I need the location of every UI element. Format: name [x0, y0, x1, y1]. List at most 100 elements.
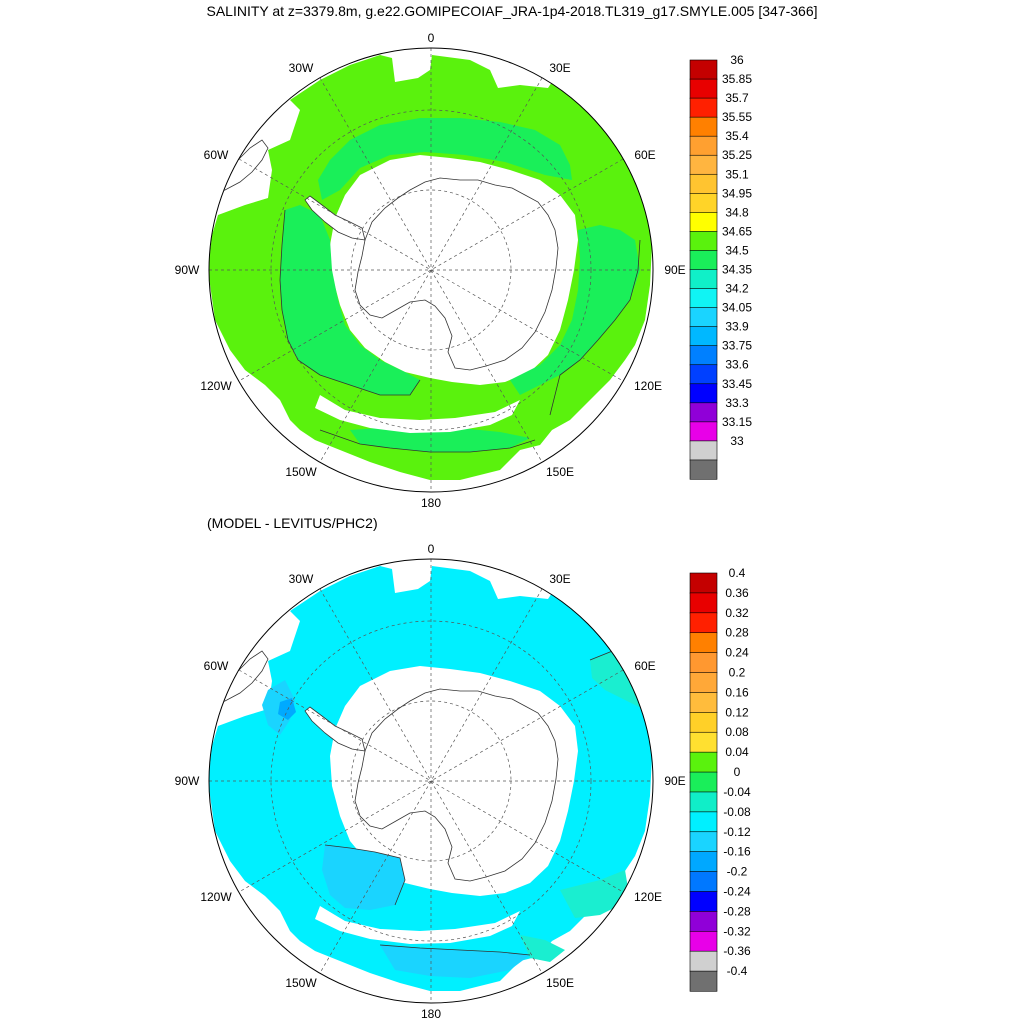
colorbar-bottom-label: -0.08 [723, 805, 751, 819]
colorbar-top-swatch [689, 326, 718, 347]
zero-contour-line [324, 844, 406, 906]
colorbar-bottom-swatch [689, 612, 718, 634]
colorbar-bottom-swatch [689, 751, 718, 773]
salinity-field-alt-region [280, 118, 640, 452]
colorbar-bottom-label: 0.24 [725, 646, 749, 660]
colorbar-bottom-swatch [689, 930, 718, 952]
contour-line-south [319, 429, 536, 453]
colorbar-bottom-swatch [689, 970, 718, 992]
colorbar-bottom-label: 0.28 [725, 626, 749, 640]
colorbar-top-swatch [689, 383, 718, 404]
difference-field-neg-region [278, 698, 296, 720]
colorbar-bottom-swatch [689, 592, 718, 614]
colorbar-bottom-swatch [689, 572, 718, 594]
colorbar-top-swatch [689, 345, 718, 366]
colorbar-top-label: 34.5 [725, 243, 749, 257]
lon-label-150e-bottom: 150E [546, 976, 574, 990]
colorbar-top-label: 35.55 [722, 110, 752, 124]
colorbar-top-swatch [689, 193, 718, 213]
lon-label-90w: 90W [175, 263, 200, 277]
lon-label-30e: 30E [549, 61, 570, 75]
colorbar-bottom-swatch [689, 851, 718, 873]
colorbar-bottom-swatch [689, 712, 718, 733]
antarctic-peninsula-bottom [304, 706, 366, 752]
ice-shelf-region-bottom [315, 906, 520, 944]
colorbar-top-label: 33.3 [725, 396, 749, 410]
colorbar-bottom-swatch [689, 652, 718, 674]
lon-label-0-bottom: 0 [428, 542, 435, 556]
colorbar-bottom-label: 0.16 [725, 685, 749, 699]
colorbar-top-label: 35.25 [722, 148, 752, 162]
lon-label-150w: 150W [285, 465, 317, 479]
colorbar-bottom-swatch [689, 831, 718, 853]
contour-line [279, 209, 421, 396]
colorbar-top-label: 33.75 [722, 339, 752, 353]
salinity-map: 0 30W 30E 60W 60E 90W 90E 120W 120E 150W… [175, 31, 686, 510]
colorbar-top-label: 34.8 [725, 205, 749, 219]
map-border [208, 47, 654, 493]
ice-shelf-region [315, 395, 520, 433]
graticule-bottom [209, 559, 653, 1003]
colorbar-top-label: 33.15 [722, 415, 752, 429]
lon-label-0: 0 [428, 31, 435, 45]
colorbar-bottom-swatch [689, 672, 718, 694]
lon-label-60w-bottom: 60W [204, 659, 229, 673]
lon-label-150w-bottom: 150W [285, 976, 317, 990]
colorbar-top-swatch [689, 307, 718, 328]
colorbar-top-swatch [689, 78, 718, 99]
colorbar-bottom-label: -0.32 [723, 924, 751, 938]
colorbar-bottom-swatch [689, 911, 718, 932]
colorbar-bottom-swatch [689, 632, 718, 654]
colorbar-bottom-label: -0.12 [723, 825, 751, 839]
colorbar-top-swatch [689, 116, 718, 137]
zero-contour-line-south [379, 944, 531, 956]
colorbar-bottom-label: 0 [734, 765, 741, 779]
lon-label-60e-bottom: 60E [634, 659, 655, 673]
colorbar-bottom-swatch [689, 791, 718, 813]
colorbar-bottom-swatch [689, 692, 718, 713]
colorbar-top-swatch [689, 364, 718, 385]
colorbar-top-swatch [689, 212, 718, 233]
lon-label-120w: 120W [200, 379, 232, 393]
lon-label-60w: 60W [204, 148, 229, 162]
lon-label-30e-bottom: 30E [549, 572, 570, 586]
colorbar-top-swatch [689, 250, 718, 271]
colorbar-top-label: 34.05 [722, 301, 752, 315]
lon-label-120e: 120E [634, 379, 662, 393]
colorbar-bottom-label: -0.28 [723, 904, 751, 918]
colorbar-bottom-swatch [689, 811, 718, 833]
lon-label-120e-bottom: 120E [634, 890, 662, 904]
difference-subtitle: (MODEL - LEVITUS/PHC2) [207, 515, 378, 531]
colorbar-top-swatch [689, 421, 718, 442]
lon-label-30w-bottom: 30W [289, 572, 314, 586]
colorbar-top-label: 35.7 [725, 91, 749, 105]
colorbar-bottom-swatch [689, 731, 718, 753]
colorbar-top-label: 33.9 [725, 320, 749, 334]
graticule [209, 48, 653, 492]
lon-label-90w-bottom: 90W [175, 774, 200, 788]
colorbar-bottom-swatch [689, 871, 718, 893]
colorbar-bottom-label: 0.08 [725, 725, 749, 739]
colorbar-top-label: 34.2 [725, 282, 749, 296]
lon-label-150e: 150E [546, 465, 574, 479]
colorbar-bottom-label: -0.16 [723, 845, 751, 859]
map-border-bottom [208, 558, 654, 1004]
colorbar-top-label: 35.4 [725, 129, 749, 143]
colorbar-top-label: 33 [730, 434, 744, 448]
colorbar-difference: 0.4 0.36 0.32 0.28 0.24 0.2 0.16 0.12 0.08 0.04 0 -… [689, 566, 751, 992]
colorbar-bottom-label: -0.04 [723, 785, 751, 799]
colorbar-bottom-label: 0.12 [725, 705, 749, 719]
difference-map: 0 30W 30E 60W 60E 90W 90E 120W 120E 150W… [175, 542, 686, 1021]
antarctic-peninsula [304, 195, 366, 241]
colorbar-top-swatch [689, 231, 718, 252]
colorbar-top-label: 34.65 [722, 224, 752, 238]
difference-field-pos-region [520, 650, 648, 962]
colorbar-bottom-label: 0.4 [729, 566, 746, 580]
difference-field-ring [209, 566, 652, 991]
colorbar-top-label: 35.85 [722, 72, 752, 86]
colorbar-bottom-swatch [689, 771, 718, 793]
colorbar-top-swatch [689, 59, 718, 80]
colorbar-salinity: 36 35.85 35.7 35.55 35.4 35.25 35.1 34.95 34.8 34… [689, 53, 752, 480]
colorbar-top-swatch [689, 173, 718, 194]
